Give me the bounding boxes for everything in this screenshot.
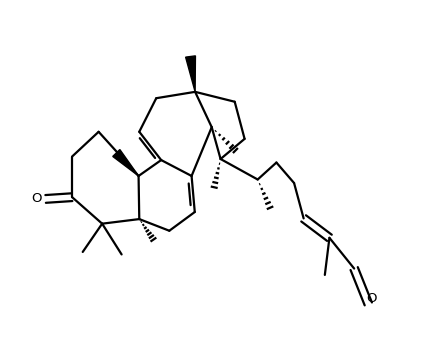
Text: O: O — [365, 292, 375, 305]
Polygon shape — [112, 150, 138, 176]
Text: O: O — [32, 192, 42, 205]
Polygon shape — [185, 56, 195, 92]
